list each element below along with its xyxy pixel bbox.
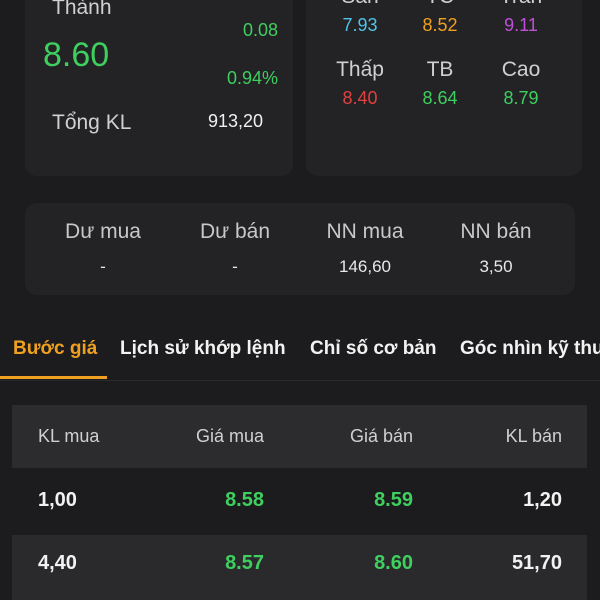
header-sell-price: Giá bán: [349, 426, 413, 446]
buy-price-cell: 8.57: [225, 552, 264, 574]
ceiling-price-value: 9.11: [504, 15, 538, 35]
reference-prices-card: Sàn 7.93 TC 8.52 Trần 9.11 Thấp 8.40 TB …: [306, 0, 582, 176]
tab-technical-view[interactable]: Góc nhìn kỹ thu: [460, 338, 600, 359]
tab-price-steps[interactable]: Bước giá: [13, 338, 98, 359]
low-price-label: Thấp: [336, 58, 384, 81]
buy-price-cell: 8.58: [225, 489, 264, 511]
average-price-value: 8.64: [422, 88, 458, 108]
outstanding-sell: Dư bán -: [180, 217, 290, 279]
price-change-percent: 0.94%: [226, 68, 278, 88]
tab-match-history[interactable]: Lịch sử khớp lệnh: [120, 338, 286, 359]
outstanding-buy: Dư mua -: [48, 217, 158, 279]
average-price: TB 8.64: [405, 55, 475, 111]
buy-volume-cell: 4,40: [38, 552, 77, 574]
table-row: 4,40 8.57 8.60 51,70: [12, 535, 587, 600]
outstanding-sell-label: Dư bán: [199, 220, 271, 243]
orders-summary-card: Dư mua - Dư bán - NN mua 146,60 NN bán 3…: [25, 203, 575, 295]
order-book-header: KL mua Giá mua Giá bán KL bán: [12, 405, 587, 468]
low-price-value: 8.40: [342, 88, 378, 108]
foreign-buy-label: NN mua: [326, 220, 404, 243]
table-row: 1,00 8.58 8.59 1,20: [12, 471, 587, 529]
reference-price-value: 8.52: [422, 15, 458, 35]
outstanding-sell-value: -: [232, 257, 238, 276]
buy-volume-cell: 1,00: [38, 489, 77, 511]
floor-price: Sàn 7.93: [325, 0, 395, 38]
high-price: Cao 8.79: [486, 55, 556, 111]
reference-price-label: TC: [405, 0, 475, 12]
floor-price-value: 7.93: [342, 15, 378, 35]
sell-price-cell: 8.59: [374, 489, 413, 511]
outstanding-buy-value: -: [100, 257, 106, 276]
price-change: 0.08: [242, 20, 278, 40]
sell-price-cell: 8.60: [374, 552, 413, 574]
ceiling-price: Trần 9.11: [486, 0, 556, 38]
foreign-sell-value: 3,50: [479, 257, 513, 276]
average-price-label: TB: [426, 58, 454, 81]
tab-bar: Bước giá Lịch sử khớp lệnh Chỉ số cơ bản…: [0, 326, 600, 382]
foreign-buy: NN mua 146,60: [310, 217, 420, 279]
header-buy-price: Giá mua: [195, 426, 264, 446]
sell-volume-cell: 51,70: [511, 552, 562, 574]
total-volume-value: 913,20: [208, 111, 264, 131]
header-sell-volume: KL bán: [505, 426, 562, 446]
total-volume-label: Tổng KL: [52, 111, 132, 134]
stock-label: Thành: [52, 0, 112, 19]
tabs-divider: [0, 380, 600, 381]
high-price-value: 8.79: [503, 88, 539, 108]
header-buy-volume: KL mua: [38, 426, 100, 446]
floor-price-label: Sàn: [325, 0, 395, 12]
active-tab-indicator: [0, 376, 107, 379]
sell-volume-cell: 1,20: [523, 489, 562, 511]
foreign-sell: NN bán 3,50: [441, 217, 551, 279]
foreign-buy-value: 146,60: [339, 257, 391, 276]
foreign-sell-label: NN bán: [460, 220, 532, 243]
ceiling-price-label: Trần: [486, 0, 556, 12]
outstanding-buy-label: Dư mua: [65, 220, 141, 243]
reference-price: TC 8.52: [405, 0, 475, 38]
tab-fundamentals[interactable]: Chỉ số cơ bản: [310, 338, 437, 359]
current-price: 8.60: [43, 36, 110, 74]
low-price: Thấp 8.40: [325, 55, 395, 111]
high-price-label: Cao: [501, 58, 541, 81]
price-card: Thành 8.60 0.08 0.94% Tổng KL 913,20: [25, 0, 293, 176]
